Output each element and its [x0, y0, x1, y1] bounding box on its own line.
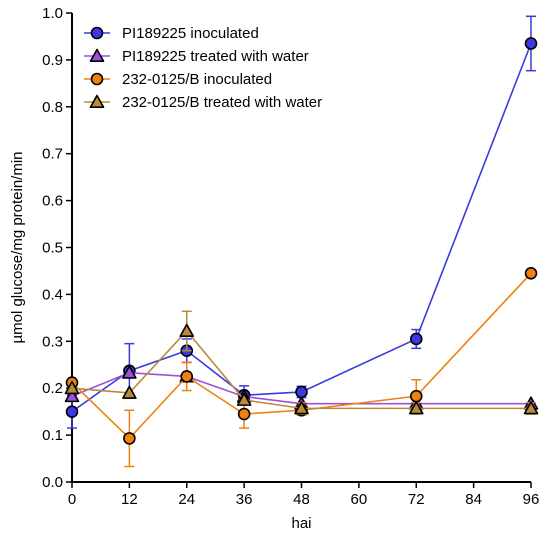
- data-point: [123, 432, 136, 445]
- data-point: [523, 401, 539, 415]
- y-tick-label: 0.6: [42, 193, 63, 210]
- legend-label: PI189225 treated with water: [122, 48, 309, 65]
- y-tick-label: 0.2: [42, 380, 63, 397]
- series-4: [64, 310, 539, 415]
- y-tick-label: 1.0: [42, 5, 63, 22]
- legend-item-3: 232-0125/B inoculated: [84, 71, 272, 88]
- data-point: [408, 401, 424, 415]
- legend-item-1: PI189225 inoculated: [84, 25, 259, 42]
- y-axis-title: µmol glucose/mg protein/min: [9, 151, 26, 343]
- legend-marker: [90, 72, 104, 86]
- data-point: [294, 401, 309, 415]
- legend: PI189225 inoculated PI189225 treated with…: [84, 25, 322, 111]
- legend-label: 232-0125/B inoculated: [122, 71, 272, 88]
- data-point: [122, 385, 137, 399]
- x-tick-label: 12: [121, 491, 138, 508]
- x-axis-title: hai: [291, 515, 311, 532]
- y-tick-label: 0.9: [42, 52, 63, 69]
- data-point: [179, 323, 195, 337]
- y-tick-label: 0.4: [42, 286, 63, 303]
- x-tick-label: 24: [178, 491, 195, 508]
- data-point: [409, 389, 423, 403]
- data-point: [122, 365, 137, 379]
- plot-area: [64, 15, 539, 468]
- data-point: [180, 370, 194, 383]
- data-point: [64, 388, 80, 403]
- y-tick-label: 0.1: [42, 427, 63, 444]
- x-tick-label: 0: [68, 491, 76, 508]
- data-point: [409, 332, 423, 346]
- x-tick-label: 60: [351, 491, 368, 508]
- x-tick-label: 96: [523, 491, 540, 508]
- data-point: [236, 392, 252, 406]
- data-point: [524, 266, 538, 280]
- legend-item-4: 232-0125/B treated with water: [84, 94, 322, 111]
- x-tick-label: 36: [236, 491, 253, 508]
- legend-label: PI189225 inoculated: [122, 25, 259, 42]
- data-point: [65, 405, 79, 418]
- axes: 0.0 0.1 0.2 0.3 0.4 0.5 0.6 0.7 0.8 0.9 1.0 0 12 24 36…: [42, 5, 539, 508]
- legend-label: 232-0125/B treated with water: [122, 94, 322, 111]
- y-tick-label: 0.3: [42, 333, 63, 350]
- x-tick-label: 48: [293, 491, 310, 508]
- data-point: [237, 407, 251, 421]
- data-point: [64, 380, 80, 395]
- y-tick-label: 0.5: [42, 240, 63, 257]
- legend-marker: [90, 26, 104, 40]
- y-tick-label: 0.7: [42, 146, 63, 163]
- x-tick-label: 84: [465, 491, 482, 508]
- data-point: [295, 385, 308, 399]
- legend-item-2: PI189225 treated with water: [84, 48, 309, 65]
- legend-marker: [89, 94, 105, 108]
- data-point: [524, 37, 538, 50]
- series-3: [65, 266, 538, 468]
- y-tick-label: 0.8: [42, 99, 63, 116]
- legend-marker: [89, 48, 105, 63]
- x-tick-label: 72: [408, 491, 425, 508]
- y-tick-label: 0.0: [42, 474, 63, 491]
